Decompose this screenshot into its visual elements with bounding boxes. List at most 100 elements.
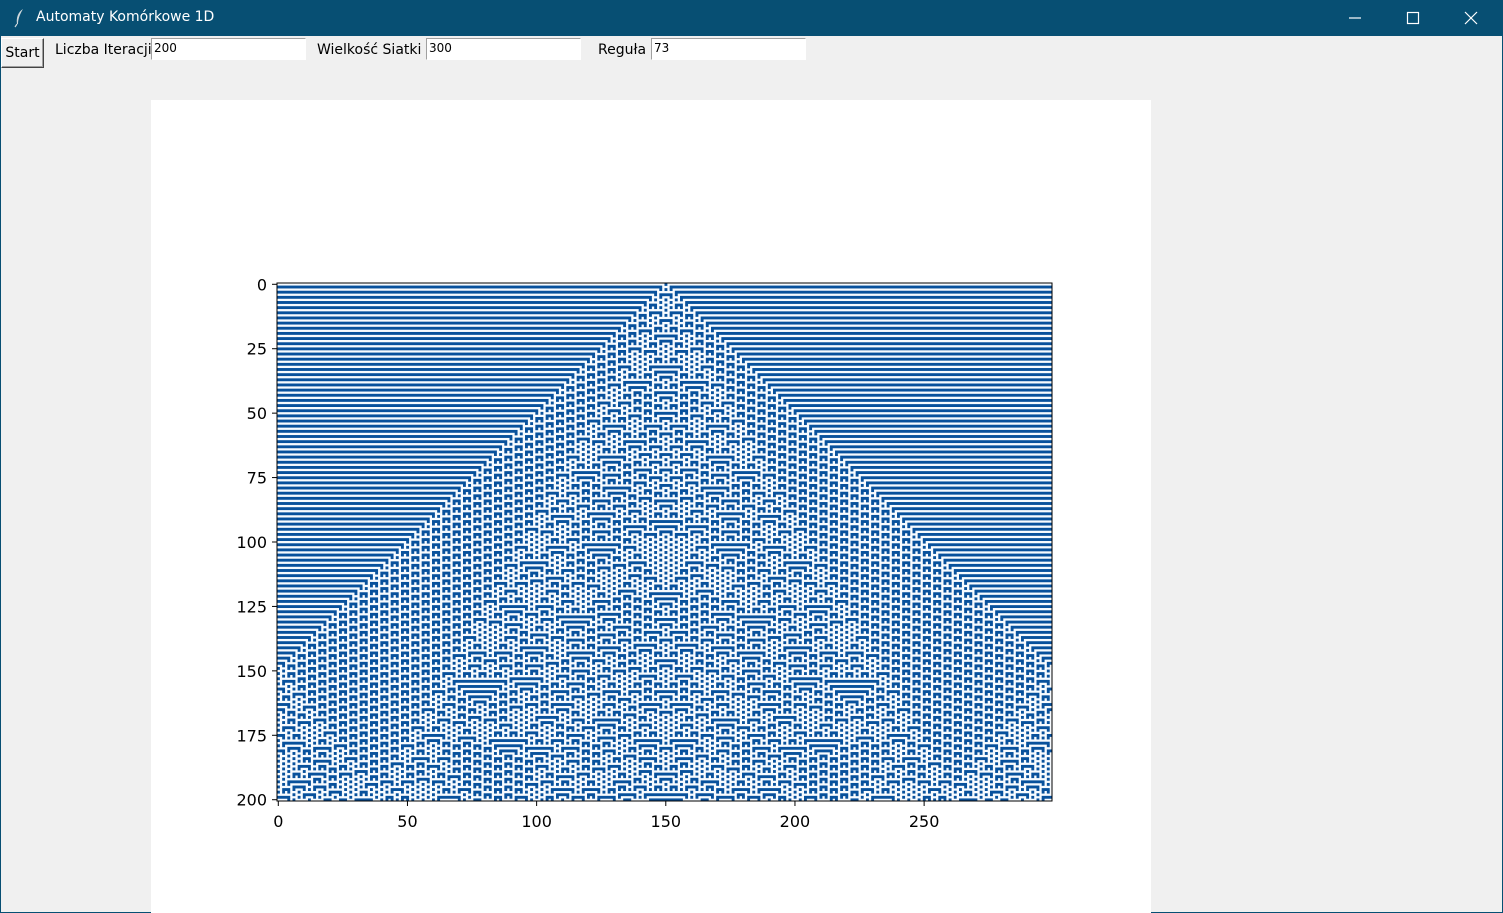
- cell-run: [881, 594, 890, 598]
- cell-run: [277, 512, 435, 516]
- cell-run: [669, 646, 673, 650]
- cell-run: [623, 520, 627, 523]
- cell-run: [432, 558, 441, 562]
- cell-run: [767, 429, 771, 433]
- cell-run: [819, 525, 828, 529]
- cell-run: [659, 638, 673, 642]
- close-button[interactable]: [1442, 0, 1500, 36]
- cell-run: [664, 540, 668, 544]
- cell-run: [623, 344, 627, 348]
- cell-run: [871, 502, 875, 505]
- cell-run: [824, 599, 828, 603]
- cell-run: [669, 378, 673, 382]
- cell-run: [535, 458, 539, 462]
- cell-run: [277, 429, 518, 433]
- cell-run: [912, 643, 916, 647]
- cell-run: [778, 484, 787, 487]
- cell-run: [550, 396, 554, 400]
- cell-run: [695, 646, 699, 650]
- cell-run: [592, 486, 596, 490]
- cell-run: [607, 370, 611, 374]
- cell-run: [788, 651, 807, 655]
- cell-run: [788, 489, 792, 493]
- cell-run: [881, 574, 885, 578]
- cell-run: [767, 406, 771, 410]
- cell-run: [731, 450, 735, 454]
- cell-run: [530, 571, 539, 575]
- iterations-input[interactable]: 200: [151, 38, 306, 60]
- cell-run: [674, 386, 678, 389]
- cell-run: [840, 532, 844, 536]
- cell-run: [525, 460, 528, 464]
- cell-run: [571, 460, 575, 464]
- cell-run: [623, 465, 627, 469]
- cell-run: [390, 594, 394, 598]
- cell-run: [638, 432, 647, 436]
- cell-run: [829, 512, 838, 516]
- cell-run: [969, 633, 973, 637]
- cell-run: [850, 551, 854, 554]
- cell-run: [700, 594, 709, 598]
- cell-run: [556, 628, 565, 632]
- cell-run: [938, 602, 942, 606]
- cell-run: [447, 527, 451, 531]
- cell-run: [514, 630, 518, 634]
- cell-run: [695, 589, 714, 593]
- cell-run: [721, 569, 725, 572]
- cell-run: [969, 594, 973, 598]
- cell-run: [742, 440, 745, 444]
- cell-run: [669, 584, 678, 588]
- minimize-button[interactable]: [1326, 0, 1384, 36]
- cell-run: [700, 489, 704, 493]
- cell-run: [566, 450, 570, 454]
- cell-run: [468, 599, 472, 603]
- cell-run: [742, 527, 751, 531]
- cell-run: [700, 612, 704, 616]
- cell-run: [700, 610, 709, 614]
- cell-run: [587, 411, 596, 415]
- cell-run: [814, 455, 818, 459]
- cell-run: [576, 504, 590, 508]
- cell-run: [680, 569, 689, 572]
- cell-run: [421, 648, 425, 652]
- cell-run: [659, 504, 673, 508]
- cell-run: [793, 540, 797, 544]
- cell-run: [643, 491, 647, 495]
- cell-run: [349, 641, 358, 645]
- cell-run: [871, 607, 880, 611]
- maximize-button[interactable]: [1384, 0, 1442, 36]
- cell-run: [711, 612, 735, 616]
- cell-run: [809, 556, 813, 560]
- cell-run: [726, 365, 730, 369]
- cell-run: [953, 636, 962, 639]
- cell-run: [757, 404, 761, 407]
- cell-run: [742, 638, 745, 642]
- cell-run: [690, 491, 694, 495]
- cell-run: [953, 620, 962, 624]
- cell-run: [700, 409, 704, 413]
- cell-run: [442, 581, 446, 585]
- cell-run: [705, 491, 725, 495]
- cell-run: [463, 636, 477, 639]
- cell-run: [829, 638, 833, 642]
- cell-run: [587, 638, 590, 642]
- grid-size-input[interactable]: 300: [426, 38, 581, 60]
- cell-run: [964, 641, 968, 645]
- cell-run: [426, 520, 430, 523]
- cell-run: [277, 460, 487, 464]
- cell-run: [540, 525, 544, 529]
- cell-run: [897, 553, 900, 557]
- cell-run: [669, 455, 673, 459]
- cell-run: [571, 610, 575, 614]
- cell-run: [525, 458, 534, 462]
- cell-run: [773, 414, 776, 418]
- cell-run: [395, 571, 399, 575]
- start-button[interactable]: Start: [1, 38, 44, 68]
- cell-run: [530, 628, 534, 632]
- cell-run: [561, 445, 565, 449]
- rule-input[interactable]: 73: [651, 38, 806, 60]
- cell-run: [411, 566, 415, 570]
- cell-run: [721, 561, 725, 565]
- cell-run: [840, 648, 844, 652]
- cell-run: [783, 463, 787, 467]
